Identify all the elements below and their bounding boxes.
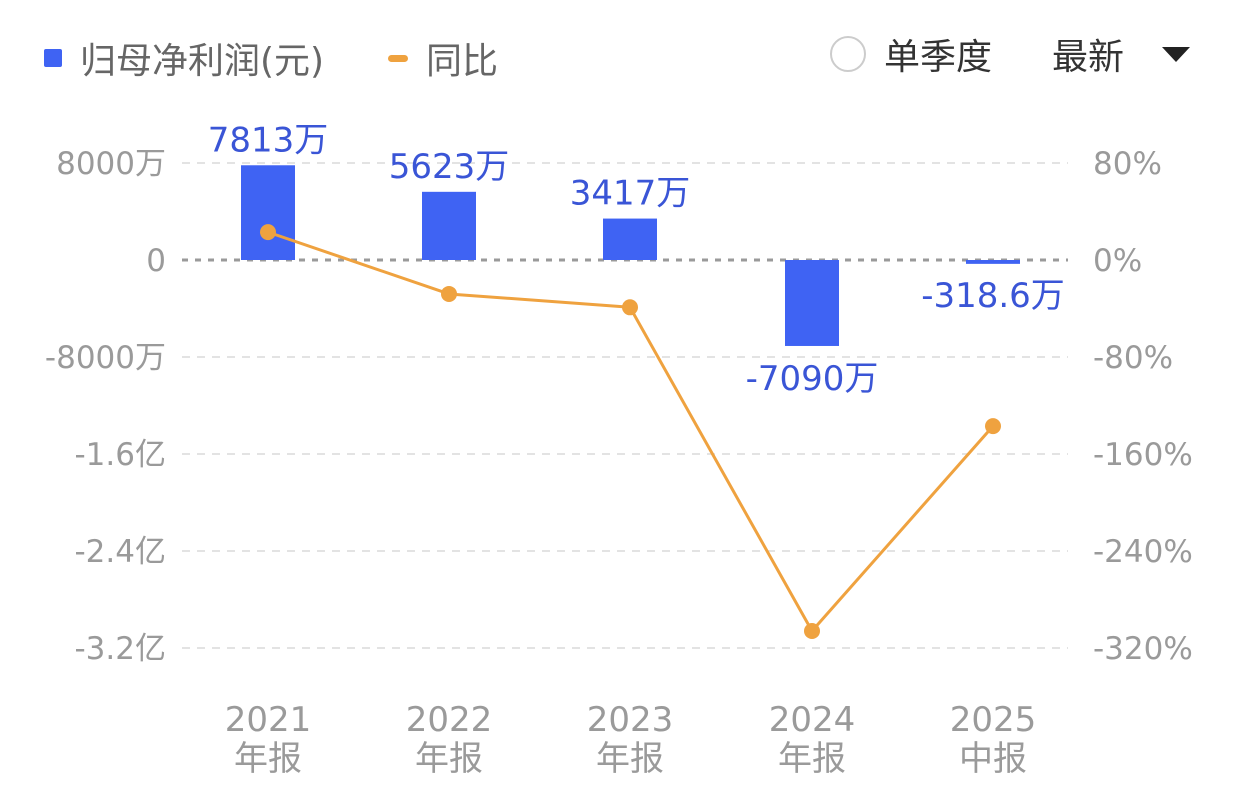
x-category-year: 2021 bbox=[225, 700, 312, 740]
bar-data-label: -7090万 bbox=[746, 359, 879, 399]
y-right-tick-label: -160% bbox=[1093, 437, 1193, 473]
y-left-tick-label: -1.6亿 bbox=[75, 437, 167, 473]
yoy-point bbox=[622, 299, 638, 316]
y-left-tick-label: -2.4亿 bbox=[75, 534, 167, 570]
x-category-period: 年报 bbox=[234, 739, 302, 779]
y-left-tick-label: 8000万 bbox=[56, 146, 166, 182]
y-left-tick-label: -3.2亿 bbox=[75, 631, 167, 667]
bar bbox=[241, 165, 295, 260]
bar-data-label: 3417万 bbox=[570, 174, 691, 214]
bar-data-label: 7813万 bbox=[208, 120, 329, 160]
x-category-year: 2023 bbox=[587, 700, 674, 740]
legend-bar-label: 归母净利润(元) bbox=[80, 41, 325, 82]
period-dropdown-label: 最新 bbox=[1052, 37, 1125, 78]
single-quarter-label: 单季度 bbox=[884, 37, 993, 78]
bar bbox=[966, 260, 1020, 264]
x-category-period: 年报 bbox=[596, 739, 664, 779]
radio-circle-icon[interactable] bbox=[830, 36, 866, 72]
single-quarter-toggle[interactable]: 单季度 bbox=[830, 28, 992, 80]
bar bbox=[785, 260, 839, 346]
x-category-year: 2022 bbox=[406, 700, 493, 740]
legend-line-swatch bbox=[388, 54, 408, 62]
legend-item-yoy[interactable]: 同比 bbox=[388, 32, 498, 84]
y-right-tick-label: -80% bbox=[1093, 340, 1173, 376]
caret-down-icon bbox=[1162, 46, 1191, 62]
y-right-tick-label: 80% bbox=[1093, 146, 1162, 182]
bar bbox=[603, 218, 657, 260]
y-right-tick-label: 0% bbox=[1093, 243, 1142, 279]
legend-item-net-profit[interactable]: 归母净利润(元) bbox=[44, 32, 324, 84]
x-category-period: 年报 bbox=[778, 739, 846, 779]
yoy-line bbox=[267, 230, 995, 633]
legend-line-label: 同比 bbox=[426, 41, 499, 82]
y-left-tick-label: 0 bbox=[146, 243, 166, 279]
y-right-tick-label: -320% bbox=[1093, 631, 1193, 667]
x-category-period: 中报 bbox=[959, 739, 1027, 779]
bar-data-label: -318.6万 bbox=[921, 276, 1065, 316]
x-category-year: 2024 bbox=[769, 700, 856, 740]
bar-data-label: 5623万 bbox=[389, 147, 510, 187]
yoy-point bbox=[804, 623, 820, 640]
yoy-point bbox=[260, 224, 276, 241]
period-dropdown[interactable]: 最新 bbox=[1052, 28, 1191, 80]
legend-bar-swatch bbox=[44, 49, 62, 67]
x-category-period: 年报 bbox=[415, 739, 483, 779]
y-right-tick-label: -240% bbox=[1093, 534, 1193, 570]
chart-header: 归母净利润(元) 同比 单季度 最新 bbox=[0, 0, 1240, 110]
y-left-tick-label: -8000万 bbox=[45, 340, 166, 376]
bar bbox=[422, 191, 476, 260]
yoy-point bbox=[441, 285, 457, 302]
yoy-point bbox=[985, 418, 1001, 435]
x-category-year: 2025 bbox=[950, 700, 1037, 740]
